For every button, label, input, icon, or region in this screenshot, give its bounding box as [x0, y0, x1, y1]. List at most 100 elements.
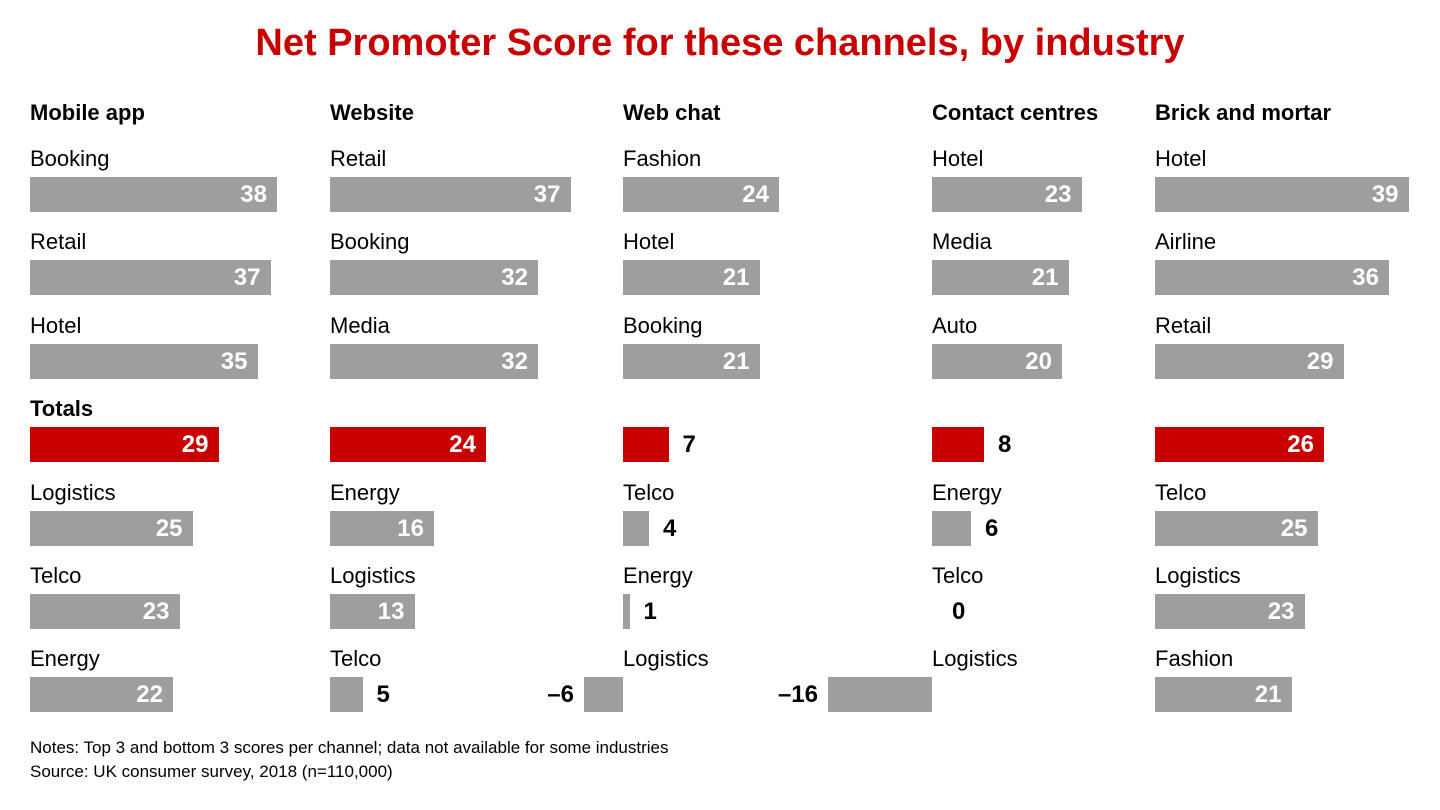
value-label: 39	[1371, 181, 1399, 208]
industry-label: Booking	[330, 229, 410, 255]
industry-label: Retail	[330, 146, 387, 171]
industry-label: Energy	[330, 479, 400, 505]
industry-label: Fashion	[623, 146, 702, 171]
bar-row: 22	[30, 677, 292, 713]
value-label: 21	[722, 347, 750, 375]
value-label: 25	[155, 514, 183, 542]
value-label: 37	[233, 264, 261, 292]
bar-row: 0	[932, 594, 1194, 629]
value-label: 6	[985, 514, 999, 542]
total-bar-row: 8	[932, 427, 1194, 463]
channel-column: Website Retail 37 Booking 32 Media 32 24 Energy 1…	[330, 0, 592, 810]
bar-row: 38	[30, 177, 292, 212]
channel-header: Brick and mortar	[1155, 100, 1332, 125]
industry-bar	[330, 343, 538, 379]
bar-row: 39	[1155, 177, 1417, 212]
industry-label: Energy	[30, 646, 100, 672]
industry-label: Logistics	[623, 646, 709, 672]
total-bar-row: 24	[330, 427, 592, 463]
value-label: 35	[220, 347, 248, 375]
bar-row: 21	[932, 260, 1194, 296]
bar-row: 25	[1155, 510, 1417, 546]
value-label: 23	[1044, 181, 1072, 208]
channel-header: Contact centres	[932, 100, 1099, 125]
value-label: 23	[1267, 598, 1295, 625]
industry-label: Telco	[1155, 479, 1207, 505]
industry-label: Airline	[1155, 229, 1217, 255]
industry-label: Telco	[330, 646, 382, 672]
value-label: 21	[722, 264, 750, 292]
value-label: 29	[1306, 347, 1334, 375]
industry-bar	[1155, 510, 1318, 546]
bar-row: 37	[30, 260, 292, 296]
value-label: 1	[643, 598, 657, 625]
industry-bar	[30, 260, 271, 296]
totals-label: Totals	[30, 396, 94, 422]
value-label: 24	[449, 431, 476, 459]
industry-bar	[623, 260, 760, 296]
bar-row: –16	[778, 677, 1194, 713]
value-label: 8	[998, 431, 1012, 459]
industry-label: Hotel	[1155, 146, 1207, 171]
value-label: 5	[376, 681, 390, 709]
value-label: 0	[952, 598, 966, 625]
bar-row: 32	[330, 260, 592, 296]
bar-row: 21	[623, 260, 885, 296]
industry-bar	[30, 594, 180, 629]
industry-label: Hotel	[623, 229, 675, 255]
value-label: 36	[1352, 264, 1379, 292]
value-label: 7	[682, 431, 696, 459]
industry-label: Booking	[623, 312, 703, 338]
bar-row: 16	[330, 510, 592, 546]
total-bar-row: 29	[30, 427, 292, 463]
total-bar	[932, 427, 984, 463]
total-bar	[330, 427, 486, 463]
industry-bar	[623, 594, 630, 629]
value-label: 24	[742, 181, 769, 208]
industry-bar	[623, 343, 760, 379]
total-bar-row: 7	[623, 427, 885, 463]
industry-label: Hotel	[932, 146, 984, 171]
bar-row: 1	[623, 594, 885, 629]
industry-label: Fashion	[1155, 646, 1234, 672]
channel-column: Mobile app Booking 38 Retail 37 Hotel 35 Totals…	[30, 0, 292, 810]
channel-header: Web chat	[623, 100, 721, 125]
industry-bar	[932, 343, 1062, 379]
bar-row: 4	[623, 510, 885, 546]
value-label: 20	[1025, 347, 1052, 375]
industry-label: Telco	[932, 563, 984, 588]
chart-title: Net Promoter Score for these channels, b…	[255, 22, 1185, 64]
industry-bar	[30, 677, 173, 713]
industry-bar	[932, 510, 971, 546]
industry-label: Energy	[932, 479, 1002, 505]
industry-bar	[330, 594, 415, 629]
total-bar	[623, 427, 669, 463]
industry-bar	[1155, 343, 1344, 379]
bar-row: 35	[30, 343, 292, 379]
industry-label: Media	[932, 229, 992, 255]
value-label: 29	[181, 431, 209, 459]
value-label: –16	[777, 681, 818, 709]
value-label: 32	[501, 264, 528, 292]
industry-bar	[30, 343, 258, 379]
industry-label: Telco	[623, 479, 675, 505]
industry-bar	[932, 260, 1069, 296]
industry-label: Energy	[623, 563, 693, 588]
industry-bar	[30, 177, 277, 212]
value-label: 21	[1031, 264, 1059, 292]
value-label: –6	[547, 681, 574, 709]
industry-label: Retail	[30, 229, 87, 255]
industry-bar	[932, 177, 1082, 212]
total-bar-row: 26	[1155, 427, 1417, 463]
industry-bar	[1155, 177, 1409, 212]
bar-row: 37	[330, 177, 592, 212]
bar-row: 23	[932, 177, 1194, 212]
channel-column: Contact centres Hotel 23 Media 21 Auto 20 8 Ener…	[778, 0, 1194, 810]
industry-bar	[1155, 260, 1389, 296]
channel-header: Mobile app	[30, 100, 145, 125]
value-label: 25	[1280, 514, 1308, 542]
bar-row: 24	[623, 177, 885, 212]
value-label: 13	[377, 598, 405, 625]
bar-row: 21	[1155, 677, 1417, 713]
